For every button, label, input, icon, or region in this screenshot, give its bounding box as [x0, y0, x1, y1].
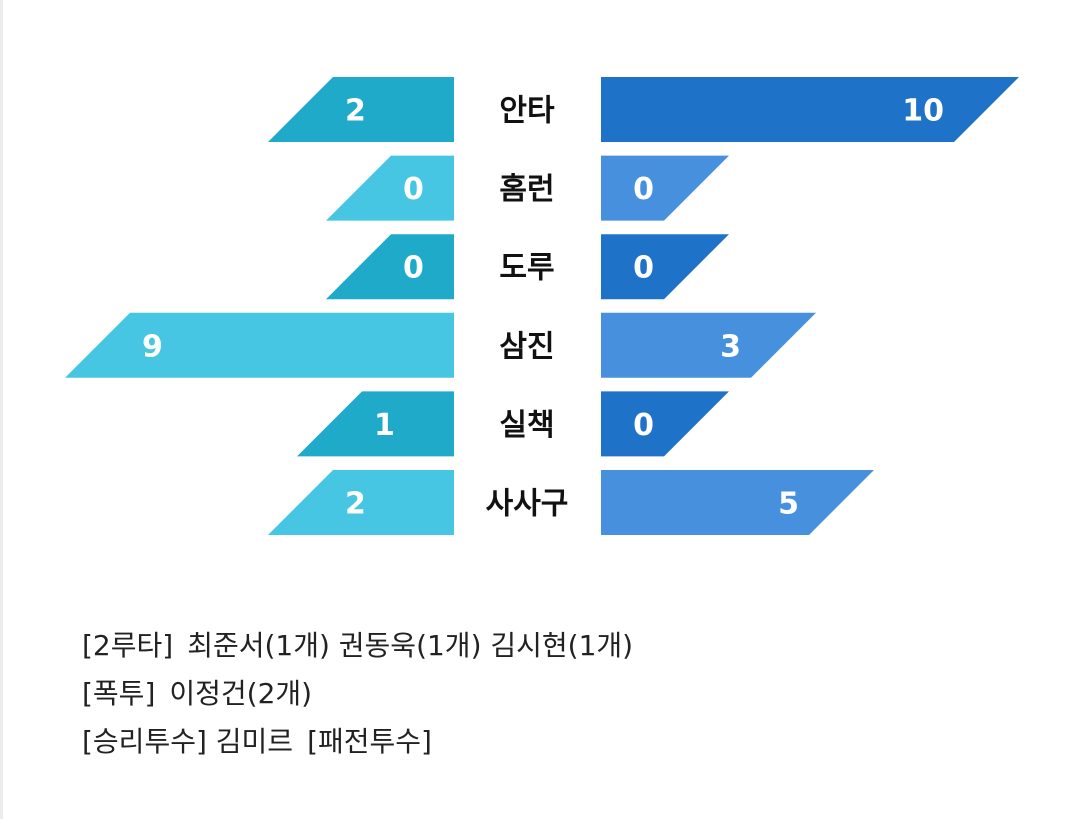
right-bar-2: [601, 234, 729, 300]
left-bar-1: [326, 155, 454, 221]
left-bar-2: [326, 234, 454, 300]
category-label-4: 실책: [499, 408, 554, 443]
note-wild-pitch: [폭투] 이정건(2개): [82, 670, 1062, 718]
note-pitchers: [승리투수] 김미르 [패전투수]: [82, 718, 1062, 766]
right-value-label-5: 5: [778, 487, 799, 522]
category-label-5: 사사구: [486, 487, 569, 522]
left-edge-divider: [0, 0, 3, 819]
left-bar-4: [297, 391, 454, 457]
left-value-label-3: 9: [142, 329, 163, 364]
right-bar-0: [601, 77, 1019, 142]
right-value-label-3: 3: [720, 329, 741, 364]
left-value-label-4: 1: [374, 408, 395, 443]
right-value-label-0: 10: [902, 94, 944, 129]
note-doubles: [2루타] 최준서(1개) 권동욱(1개) 김시현(1개): [82, 622, 1062, 670]
left-value-label-1: 0: [403, 172, 424, 207]
category-label-2: 도루: [499, 251, 554, 286]
category-label-0: 안타: [499, 94, 555, 129]
note-doubles-text: 최준서(1개) 권동욱(1개) 김시현(1개): [187, 629, 634, 662]
note-wild-pitch-text: 이정건(2개): [169, 677, 313, 710]
left-bar-5: [268, 470, 454, 535]
right-bar-4: [601, 391, 729, 457]
note-doubles-label: [2루타]: [82, 629, 174, 662]
left-bar-0: [268, 77, 454, 142]
category-label-3: 삼진: [499, 329, 554, 364]
right-bar-5: [601, 470, 874, 535]
right-bar-3: [601, 312, 816, 378]
note-winning-pitcher: [승리투수] 김미르: [82, 725, 294, 758]
left-value-label-0: 2: [345, 94, 366, 129]
right-value-label-1: 0: [633, 172, 654, 207]
game-notes: [2루타] 최준서(1개) 권동욱(1개) 김시현(1개) [폭투] 이정건(2개)…: [82, 622, 1062, 766]
left-value-label-2: 0: [403, 251, 424, 286]
note-wild-pitch-label: [폭투]: [82, 677, 156, 710]
category-label-1: 홈런: [499, 172, 554, 207]
note-losing-pitcher: [패전투수]: [307, 725, 432, 758]
right-bar-1: [601, 155, 729, 221]
left-bar-3: [65, 312, 454, 378]
right-value-label-4: 0: [633, 408, 654, 443]
right-value-label-2: 0: [633, 251, 654, 286]
left-value-label-5: 2: [345, 487, 366, 522]
